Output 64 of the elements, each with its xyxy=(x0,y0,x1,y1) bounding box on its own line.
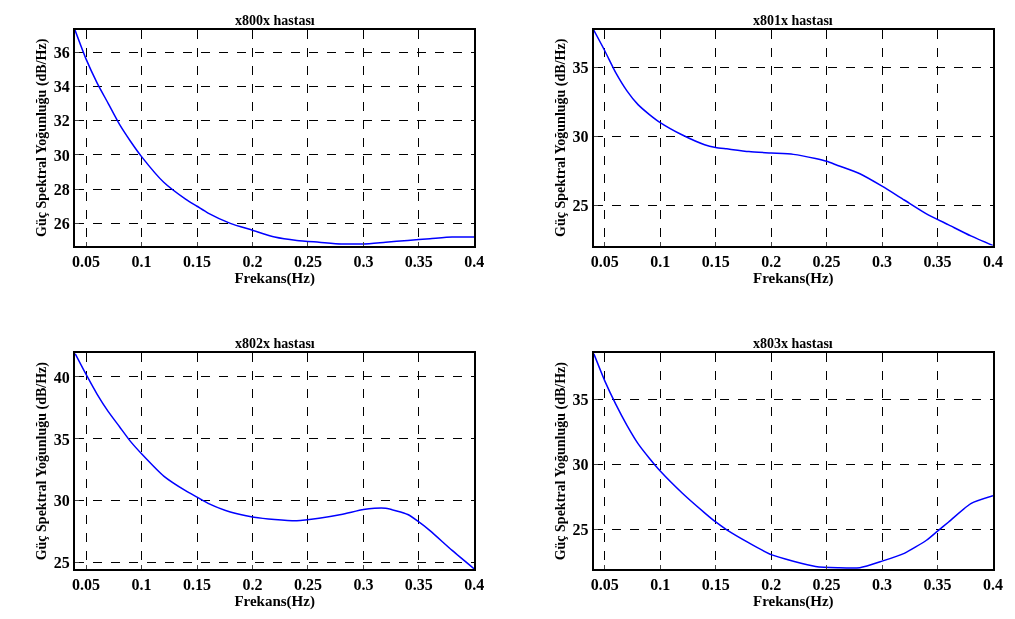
x-tick-label: 0.4 xyxy=(464,576,485,594)
y-tick-label: 30 xyxy=(572,128,589,146)
line-series xyxy=(75,30,475,245)
x-tick-label: 0.15 xyxy=(701,576,730,594)
x-tick-label: 0.2 xyxy=(761,252,782,270)
x-axis-title: Frekans(Hz) xyxy=(753,269,834,287)
x-tick-label: 0.2 xyxy=(242,252,263,270)
chart-title: x802x hastası xyxy=(235,336,315,351)
x-tick-label: 0.3 xyxy=(353,252,374,270)
y-tick-label: 34 xyxy=(53,78,70,96)
x-axis-title: Frekans(Hz) xyxy=(234,593,315,611)
y-tick-label: 25 xyxy=(572,197,589,215)
x-tick-label: 0.05 xyxy=(72,252,101,270)
x-tick-label: 0.25 xyxy=(812,576,841,594)
x-tick-label: 0.35 xyxy=(923,576,952,594)
y-tick-label: 35 xyxy=(572,390,589,408)
y-axis-title: Güç Spektral Yoğunluğu (dB/Hz) xyxy=(33,38,50,237)
y-axis-title: Güç Spektral Yoğunluğu (dB/Hz) xyxy=(552,361,569,561)
x-tick-label: 0.2 xyxy=(761,576,782,594)
chart-title: x801x hastası xyxy=(753,13,833,28)
x-tick-label: 0.4 xyxy=(983,252,1003,270)
x-tick-label: 0.1 xyxy=(131,576,152,594)
chart-title: x800x hastası xyxy=(235,13,315,28)
x-tick-label: 0.25 xyxy=(812,252,841,270)
y-tick-label: 28 xyxy=(53,180,70,198)
x-tick-label: 0.05 xyxy=(590,252,619,270)
x-tick-label: 0.35 xyxy=(923,252,952,270)
x-tick-label: 0.15 xyxy=(183,576,212,594)
x-tick-label: 0.05 xyxy=(72,576,101,594)
x-tick-label: 0.05 xyxy=(590,576,619,594)
y-tick-label: 26 xyxy=(53,214,70,232)
y-tick-label: 36 xyxy=(53,43,70,61)
y-tick-label: 32 xyxy=(53,112,70,130)
line-series xyxy=(593,353,993,569)
y-tick-label: 35 xyxy=(53,430,70,448)
y-tick-label: 30 xyxy=(53,146,70,164)
y-axis-title: Güç Spektral Yoğunluğu (dB/Hz) xyxy=(552,38,569,237)
x-tick-label: 0.1 xyxy=(131,252,152,270)
x-tick-label: 0.15 xyxy=(183,252,212,270)
x-tick-label: 0.25 xyxy=(293,252,322,270)
x-tick-label: 0.4 xyxy=(983,576,1003,594)
y-tick-label: 30 xyxy=(572,456,589,474)
y-tick-label: 30 xyxy=(53,492,70,510)
x-axis-title: Frekans(Hz) xyxy=(753,593,834,611)
y-tick-label: 25 xyxy=(572,521,589,539)
x-tick-label: 0.1 xyxy=(650,576,671,594)
chart-title: x803x hastası xyxy=(753,336,833,351)
x-tick-label: 0.15 xyxy=(701,252,730,270)
y-tick-label: 25 xyxy=(53,554,70,572)
y-axis-title: Güç Spektral Yoğunluğu (dB/Hz) xyxy=(33,361,50,561)
line-series xyxy=(593,30,993,246)
y-tick-label: 35 xyxy=(572,58,589,76)
x-tick-label: 0.3 xyxy=(872,576,893,594)
line-series xyxy=(75,353,475,569)
x-tick-label: 0.2 xyxy=(242,576,263,594)
x-tick-label: 0.25 xyxy=(293,576,322,594)
x-tick-label: 0.4 xyxy=(464,252,485,270)
x-axis-title: Frekans(Hz) xyxy=(234,269,315,287)
x-tick-label: 0.35 xyxy=(404,576,433,594)
y-tick-label: 40 xyxy=(53,368,70,386)
x-tick-label: 0.3 xyxy=(872,252,893,270)
x-tick-label: 0.35 xyxy=(404,252,433,270)
x-tick-label: 0.3 xyxy=(353,576,374,594)
x-tick-label: 0.1 xyxy=(650,252,671,270)
